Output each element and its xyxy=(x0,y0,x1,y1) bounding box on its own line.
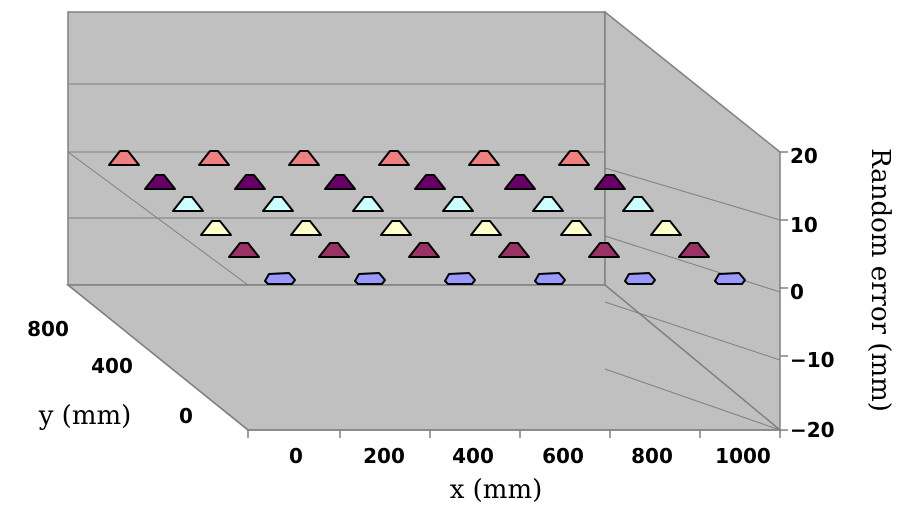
gridline xyxy=(604,368,781,431)
x-tick-label: 0 xyxy=(289,444,303,468)
data-point xyxy=(442,196,474,212)
data-point xyxy=(234,174,266,190)
data-point xyxy=(714,272,746,285)
data-point xyxy=(354,272,386,285)
data-point xyxy=(558,150,590,166)
x-tick-label: 800 xyxy=(631,444,673,468)
data-point xyxy=(172,196,204,212)
data-point xyxy=(352,196,384,212)
z-tick-label: 20 xyxy=(790,144,818,168)
data-point xyxy=(622,196,654,212)
data-point xyxy=(414,174,446,190)
y-axis-line xyxy=(67,284,249,431)
gridline xyxy=(604,167,781,221)
data-point xyxy=(560,220,592,236)
x-tick-label: 200 xyxy=(363,444,405,468)
data-point xyxy=(408,242,440,258)
z-tick-label: 0 xyxy=(790,280,804,304)
data-points xyxy=(108,150,746,285)
data-point xyxy=(200,220,232,236)
gridline xyxy=(67,151,249,286)
x-tick-label: 400 xyxy=(452,444,494,468)
gridline xyxy=(604,301,781,361)
y-tick-label: 0 xyxy=(179,404,193,428)
data-point xyxy=(228,242,260,258)
data-point xyxy=(624,272,656,285)
data-point xyxy=(588,242,620,258)
z-tick-label: 10 xyxy=(790,213,818,237)
data-point xyxy=(378,150,410,166)
y-axis-title: y (mm) xyxy=(38,401,132,431)
x-tick-label: 1000 xyxy=(715,444,771,468)
x-tick-label: 600 xyxy=(542,444,584,468)
z-tick-label: −20 xyxy=(790,418,835,442)
data-point xyxy=(144,174,176,190)
data-point xyxy=(290,220,322,236)
data-point xyxy=(470,220,502,236)
axis-lines xyxy=(67,151,788,438)
data-point xyxy=(324,174,356,190)
data-point xyxy=(468,150,500,166)
gridline xyxy=(604,235,781,293)
data-point xyxy=(264,272,296,285)
data-point xyxy=(498,242,530,258)
data-point xyxy=(262,196,294,212)
y-tick-label: 400 xyxy=(91,354,133,378)
data-point xyxy=(318,242,350,258)
data-point xyxy=(380,220,412,236)
data-point xyxy=(534,272,566,285)
data-point xyxy=(198,150,230,166)
y-tick-label: 800 xyxy=(27,317,69,341)
data-point xyxy=(108,150,140,166)
data-point xyxy=(504,174,536,190)
gridlines xyxy=(67,83,781,431)
x-axis-title: x (mm) xyxy=(450,475,543,505)
z-tick-label: −10 xyxy=(790,348,835,372)
data-point xyxy=(678,242,710,258)
data-point xyxy=(650,220,682,236)
data-point xyxy=(532,196,564,212)
data-point xyxy=(594,174,626,190)
data-point xyxy=(288,150,320,166)
data-point xyxy=(444,272,476,285)
z-axis-title: Random error (mm) xyxy=(865,148,895,412)
